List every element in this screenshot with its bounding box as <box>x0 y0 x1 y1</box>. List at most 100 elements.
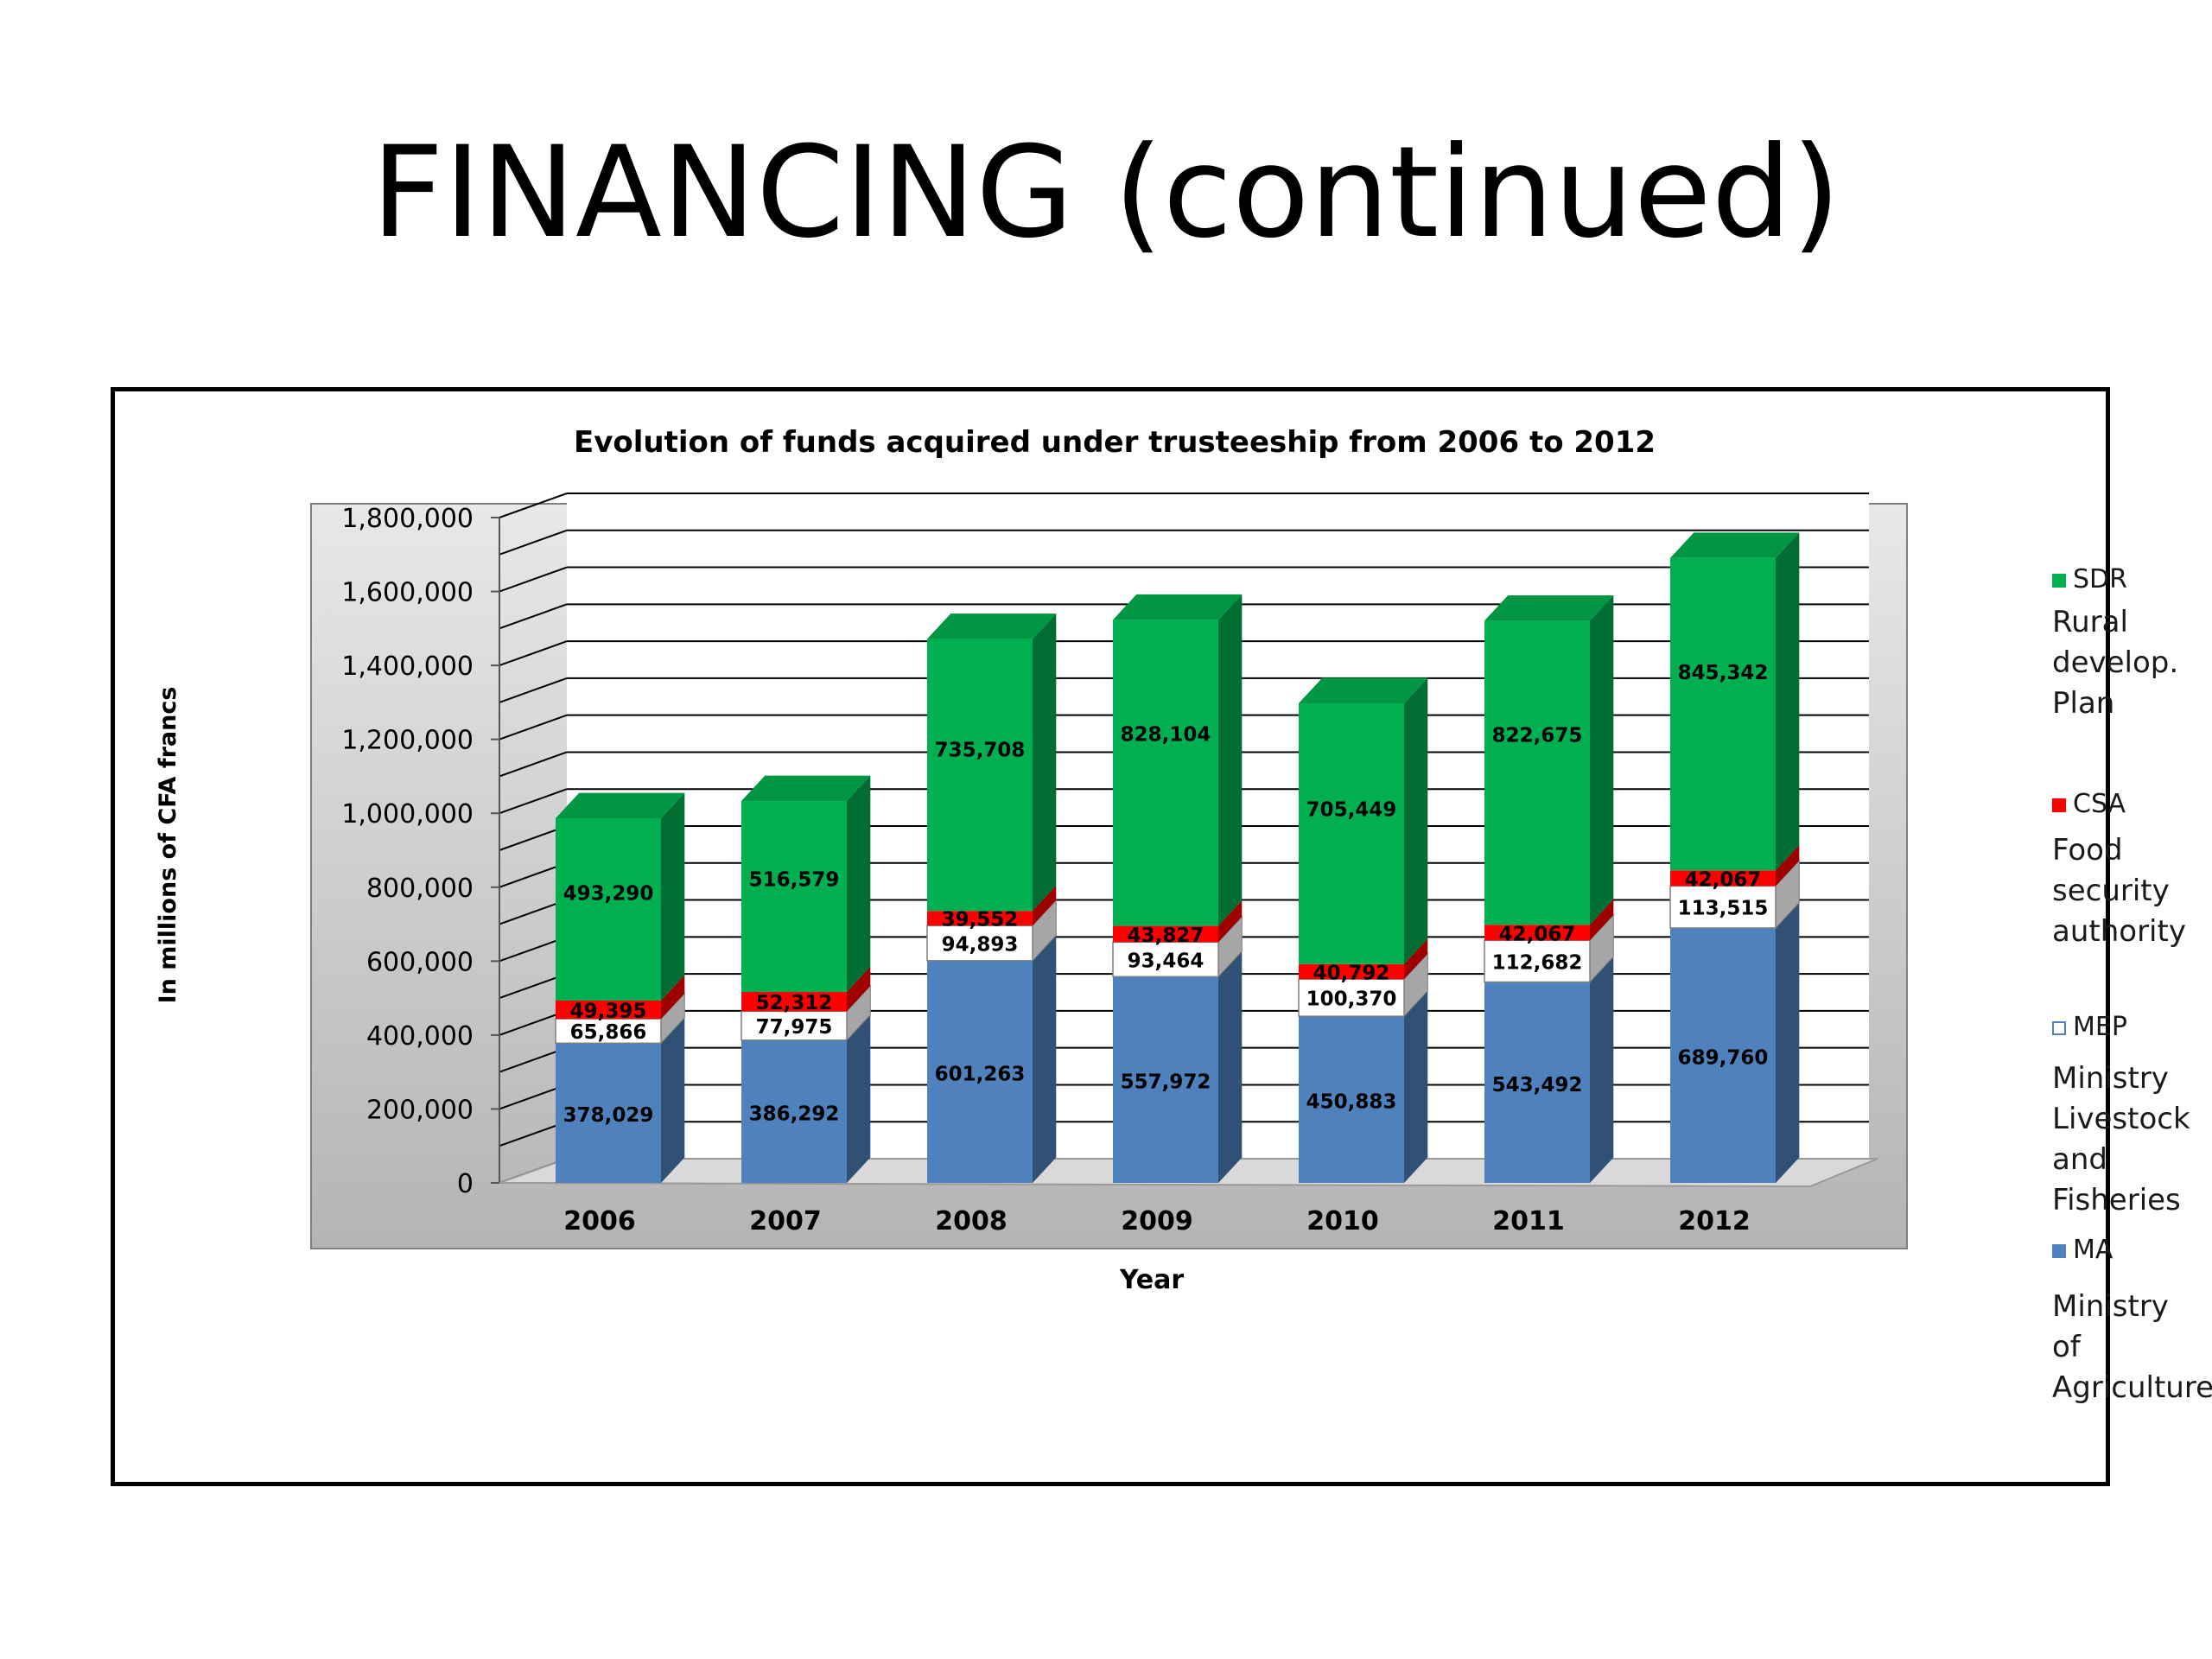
bar-side-sdr-2010 <box>1404 677 1428 964</box>
bar-csa-2006 <box>556 1000 661 1020</box>
x-tick-label-2006: 2006 <box>563 1206 636 1236</box>
gridline-side <box>499 751 568 778</box>
data-label-sdr-2012: 845,342 <box>1678 662 1769 684</box>
bar-top-2011 <box>1484 594 1614 621</box>
legend-swatch-csa <box>2052 798 2066 812</box>
legend-swatch-sdr <box>2052 573 2066 588</box>
bar-group-2009: 557,972 93,464 43,827 828,104 <box>1112 594 1243 1183</box>
bar-side-csa-2012 <box>1776 844 1800 887</box>
bar-top-2006 <box>556 792 685 818</box>
bar-top-2008 <box>927 613 1057 639</box>
bar-side-sdr-2006 <box>661 792 685 1001</box>
bar-side-ma-2009 <box>1218 950 1243 1183</box>
x-tick-label-2010: 2010 <box>1306 1206 1379 1236</box>
bar-side-ma-2011 <box>1590 957 1614 1183</box>
gridline-side <box>499 677 568 703</box>
bar-side-csa-2011 <box>1590 899 1614 941</box>
data-label-mep-2010: 100,370 <box>1306 988 1397 1011</box>
bar-side-csa-2007 <box>847 966 871 1012</box>
bar-side-csa-2006 <box>661 975 685 1020</box>
bar-sdr-2009 <box>1113 620 1218 926</box>
legend-desc-sdr: Rural develop. Plan <box>2052 605 2179 721</box>
gridline-side <box>499 493 568 518</box>
gridline-side <box>499 529 568 556</box>
bar-side-ma-2007 <box>847 1014 871 1183</box>
bar-side-csa-2008 <box>1033 885 1057 926</box>
bar-sdr-2010 <box>1299 702 1404 964</box>
data-label-mep-2008: 94,893 <box>942 933 1019 956</box>
bar-csa-2010 <box>1299 963 1404 980</box>
x-axis-label: Year <box>1119 1265 1185 1295</box>
y-tick-label: 400,000 <box>366 1021 474 1052</box>
bar-sdr-2011 <box>1484 620 1590 925</box>
x-tick-label-2009: 2009 <box>1121 1206 1193 1236</box>
legend-key-ma: MA <box>2052 1235 2113 1265</box>
bar-group-2012: 689,760 113,515 42,067 845,342 <box>1669 532 1800 1183</box>
data-label-csa-2008: 39,552 <box>942 909 1019 931</box>
bar-mep-2010 <box>1298 978 1405 1017</box>
bar-side-ma-2006 <box>661 1017 685 1183</box>
slide-title: FINANCING (continued) <box>371 119 1841 266</box>
bar-sdr-2007 <box>741 801 847 993</box>
bar-ma-2009 <box>1113 976 1218 1183</box>
bar-side-csa-2010 <box>1404 938 1428 980</box>
y-tick-label: 0 <box>457 1169 474 1199</box>
y-tick-label: 1,800,000 <box>341 504 474 534</box>
data-label-mep-2011: 112,682 <box>1492 951 1583 974</box>
legend-desc-ma: Ministry of Agriculture <box>2052 1289 2212 1405</box>
y-tick-label: 800,000 <box>366 874 474 904</box>
gridline-side <box>499 566 568 593</box>
data-label-ma-2008: 601,263 <box>935 1063 1026 1085</box>
y-tick-label: 1,400,000 <box>341 652 474 682</box>
data-label-mep-2007: 77,975 <box>756 1016 833 1039</box>
bar-group-2010: 450,883 100,370 40,792 705,449 <box>1298 677 1428 1183</box>
x-tick-label-2007: 2007 <box>749 1206 822 1236</box>
bar-mep-2006 <box>555 1018 662 1045</box>
gridline-side <box>499 788 568 815</box>
data-label-csa-2010: 40,792 <box>1313 962 1390 984</box>
bar-mep-2012 <box>1669 885 1777 929</box>
bar-side-sdr-2009 <box>1218 594 1243 926</box>
data-label-sdr-2009: 828,104 <box>1121 723 1211 746</box>
data-label-mep-2009: 93,464 <box>1128 950 1205 972</box>
bar-ma-2010 <box>1299 1016 1404 1183</box>
data-label-mep-2006: 65,866 <box>570 1021 647 1044</box>
bar-csa-2009 <box>1113 925 1218 943</box>
legend-key-mep: MEP <box>2052 1012 2127 1042</box>
y-tick-label: 1,000,000 <box>341 799 474 830</box>
bar-top-2010 <box>1299 677 1428 703</box>
data-label-ma-2009: 557,972 <box>1121 1071 1211 1094</box>
bar-csa-2007 <box>741 992 847 1012</box>
data-label-sdr-2010: 705,449 <box>1306 799 1397 822</box>
chart-container: Evolution of funds acquired under truste… <box>111 387 2212 1486</box>
y-tick-label: 200,000 <box>366 1095 474 1125</box>
bar-side-ma-2008 <box>1033 935 1057 1183</box>
legend-desc-mep: Ministry Livestock and Fisheries <box>2052 1061 2190 1217</box>
bar-top-2012 <box>1670 532 1800 558</box>
bar-top-2009 <box>1113 594 1243 620</box>
bar-side-sdr-2011 <box>1590 594 1614 925</box>
x-tick-label-2008: 2008 <box>935 1206 1007 1236</box>
bar-side-csa-2009 <box>1218 900 1243 943</box>
data-label-sdr-2011: 822,675 <box>1492 724 1583 747</box>
bar-side-sdr-2012 <box>1776 532 1800 871</box>
legend-swatch-ma <box>2052 1243 2066 1258</box>
y-tick-label: 1,600,000 <box>341 578 474 608</box>
bar-mep-2008 <box>926 925 1033 962</box>
legend-label-sdr: SDR <box>2073 564 2127 594</box>
data-label-csa-2009: 43,827 <box>1128 925 1205 947</box>
legend-label-mep: MEP <box>2073 1012 2127 1042</box>
bar-ma-2011 <box>1484 982 1590 1183</box>
legend-swatch-mep <box>2052 1020 2066 1035</box>
bar-sdr-2012 <box>1670 557 1776 871</box>
bar-group-2011: 543,492 112,682 42,067 822,675 <box>1484 594 1614 1183</box>
legend-key-csa: CSA <box>2052 789 2126 819</box>
data-label-sdr-2007: 516,579 <box>749 868 840 891</box>
stacked-bar-chart: Evolution of funds acquired under truste… <box>155 425 1908 1295</box>
legend-label-csa: CSA <box>2073 789 2126 819</box>
legend-desc-csa: Food security authority <box>2052 833 2186 949</box>
data-label-sdr-2008: 735,708 <box>935 739 1026 761</box>
y-tick-label: 600,000 <box>366 947 474 977</box>
bar-ma-2006 <box>556 1043 661 1183</box>
